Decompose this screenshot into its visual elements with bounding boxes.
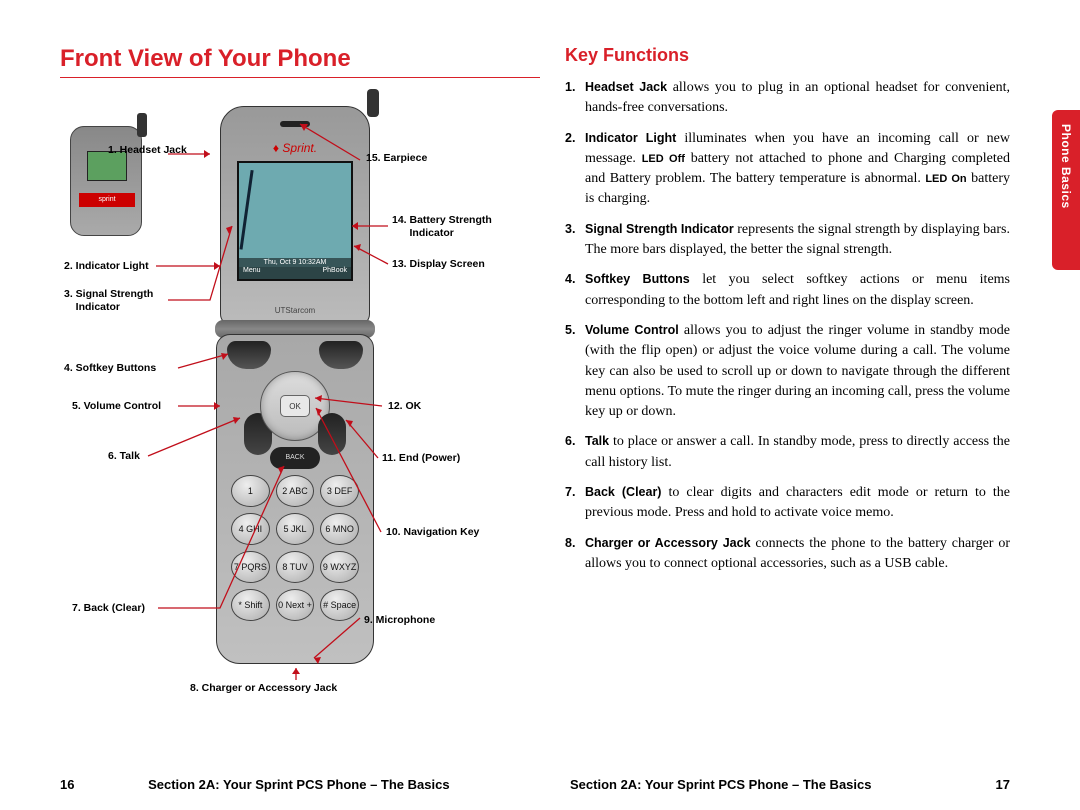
callout-8: 8. Charger or Accessory Jack — [190, 682, 337, 695]
callout-14: 14. Battery Strength Indicator — [392, 214, 492, 240]
callout-3: 3. Signal Strength Indicator — [64, 288, 153, 314]
kf-item-3: Signal Strength Indicator represents the… — [565, 220, 1010, 261]
sprint-logo-ext: sprint — [79, 193, 135, 207]
kf-item-5: Volume Control allows you to adjust the … — [565, 321, 1010, 422]
navigation-cluster: OK — [240, 371, 350, 441]
footer-right: Section 2A: Your Sprint PCS Phone – The … — [570, 777, 1030, 792]
soft-label-left: Menu — [243, 267, 261, 279]
phone-open-illustration: Sprint. Thu, Oct 9 10:32AM Menu PhBook U… — [215, 106, 375, 664]
key-8: 8 TUV — [276, 551, 315, 583]
callout-10: 10. Navigation Key — [386, 526, 479, 539]
phone-keypad-body: OK BACK 1 2 ABC 3 DEF 4 GHI 5 JKL 6 MNO … — [216, 334, 374, 664]
numeric-keypad: 1 2 ABC 3 DEF 4 GHI 5 JKL 6 MNO 7 PQRS 8… — [231, 475, 359, 621]
key-7: 7 PQRS — [231, 551, 270, 583]
section-title-left: Section 2A: Your Sprint PCS Phone – The … — [148, 777, 449, 792]
callout-2: 2. Indicator Light — [64, 260, 149, 273]
right-page: Key Functions Headset Jack allows you to… — [540, 45, 1010, 795]
callout-11: 11. End (Power) — [382, 452, 460, 465]
section-tab-label: Phone Basics — [1059, 124, 1073, 209]
callout-1: 1. Headset Jack — [108, 144, 187, 157]
key-4: 4 GHI — [231, 513, 270, 545]
kf-item-4: Softkey Buttons let you select softkey a… — [565, 270, 1010, 311]
key-5: 5 JKL — [276, 513, 315, 545]
status-bar: Thu, Oct 9 10:32AM — [239, 258, 351, 267]
section-tab: Phone Basics — [1052, 110, 1080, 270]
key-6: 6 MNO — [320, 513, 359, 545]
callout-4: 4. Softkey Buttons — [64, 362, 156, 375]
earpiece-slot — [280, 121, 310, 127]
phone-flip-top: Sprint. Thu, Oct 9 10:32AM Menu PhBook U… — [220, 106, 370, 326]
ut-badge: UTStarcom — [221, 306, 369, 315]
manual-spread: Front View of Your Phone sprint Sprint. … — [0, 0, 1080, 810]
callout-13: 13. Display Screen — [392, 258, 485, 271]
callout-12: 12. OK — [388, 400, 421, 413]
end-key — [318, 413, 346, 455]
left-page: Front View of Your Phone sprint Sprint. … — [60, 45, 540, 795]
callout-7: 7. Back (Clear) — [72, 602, 145, 615]
phone-diagram: sprint Sprint. Thu, Oct 9 10:32AM Menu P… — [60, 96, 520, 726]
footer-left: 16 Section 2A: Your Sprint PCS Phone – T… — [60, 777, 540, 792]
section-title-right: Section 2A: Your Sprint PCS Phone – The … — [570, 777, 871, 792]
key-1: 1 — [231, 475, 270, 507]
callout-9: 9. Microphone — [364, 614, 435, 627]
sprint-brand: Sprint. — [221, 141, 369, 155]
kf-item-1: Headset Jack allows you to plug in an op… — [565, 78, 1010, 119]
callout-6: 6. Talk — [108, 450, 140, 463]
page-number-left: 16 — [60, 777, 74, 792]
kf-item-7: Back (Clear) to clear digits and charact… — [565, 483, 1010, 524]
left-softkey — [227, 341, 271, 369]
key-9: 9 WXYZ — [320, 551, 359, 583]
back-button: BACK — [270, 447, 320, 469]
callout-5: 5. Volume Control — [72, 400, 161, 413]
page-number-right: 17 — [996, 777, 1010, 792]
soft-label-right: PhBook — [322, 267, 347, 279]
key-hash: # Space — [320, 589, 359, 621]
front-view-heading: Front View of Your Phone — [60, 45, 540, 78]
key-2: 2 ABC — [276, 475, 315, 507]
key-functions-heading: Key Functions — [565, 45, 1010, 66]
kf-item-6: Talk to place or answer a call. In stand… — [565, 432, 1010, 473]
key-star: * Shift — [231, 589, 270, 621]
right-softkey — [319, 341, 363, 369]
key-3: 3 DEF — [320, 475, 359, 507]
key-functions-list: Headset Jack allows you to plug in an op… — [565, 78, 1010, 574]
callout-15: 15. Earpiece — [366, 152, 427, 165]
display-screen: Thu, Oct 9 10:32AM Menu PhBook — [237, 161, 353, 281]
phone-closed-illustration: sprint — [70, 126, 142, 236]
key-0: 0 Next + — [276, 589, 315, 621]
kf-item-2: Indicator Light illuminates when you hav… — [565, 129, 1010, 210]
ok-button: OK — [280, 395, 310, 417]
kf-item-8: Charger or Accessory Jack connects the p… — [565, 534, 1010, 575]
